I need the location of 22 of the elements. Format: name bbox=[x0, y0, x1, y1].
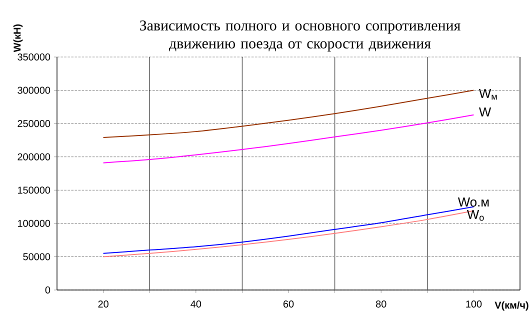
y-tick-label: 150000 bbox=[18, 186, 50, 194]
chart-title: Зависимость полного и основного сопротивления движению поезда от скорости движения bbox=[140, 20, 460, 52]
y-tick-label: 250000 bbox=[18, 120, 50, 128]
series-label: Wo.м bbox=[458, 198, 489, 207]
x-tick-label: 40 bbox=[190, 300, 202, 308]
x-axis-title: V(км/ч) bbox=[494, 301, 528, 311]
y-tick-label: 50000 bbox=[23, 253, 50, 260]
series-label: W bbox=[478, 107, 492, 116]
y-axis-title: W(кН) bbox=[13, 24, 23, 52]
y-tick-label: 350000 bbox=[18, 53, 50, 61]
x-tick-label: 60 bbox=[283, 300, 294, 308]
x-tick-label: 100 bbox=[466, 300, 482, 308]
series-label: W$_{м}$ bbox=[478, 88, 497, 100]
x-tick-label: 20 bbox=[98, 300, 108, 308]
y-tick-label: 100000 bbox=[18, 220, 50, 227]
line-series bbox=[102, 114, 474, 164]
series-label: W$_{o}$ bbox=[466, 210, 484, 221]
y-tick-label: 200000 bbox=[18, 153, 50, 160]
line-series bbox=[102, 90, 474, 138]
x-tick-label: 80 bbox=[376, 300, 386, 308]
y-tick-label: 300000 bbox=[18, 86, 50, 94]
y-tick-label: 0 bbox=[45, 286, 50, 294]
